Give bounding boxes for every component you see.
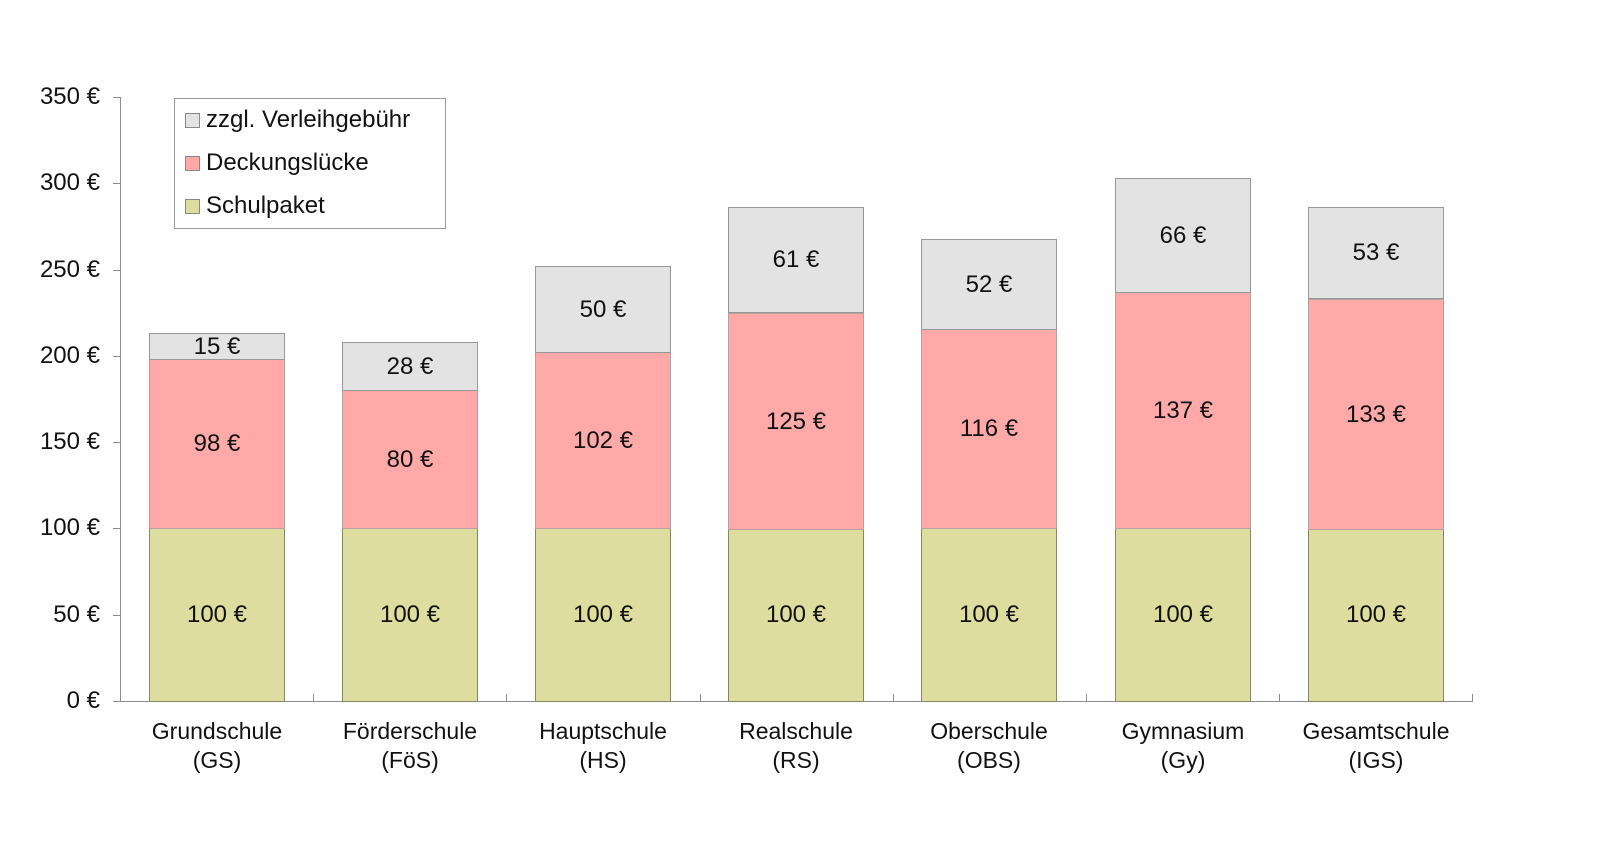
- legend-label: Schulpaket: [206, 192, 325, 219]
- data-label: 100 €: [1152, 601, 1214, 628]
- y-tick: [113, 528, 121, 529]
- data-label: 100 €: [958, 601, 1020, 628]
- category-name: Realschule: [739, 718, 853, 744]
- bar-segment-deckungslücke: 80 €: [342, 390, 478, 529]
- data-label: 66 €: [1159, 221, 1207, 249]
- bar-segment-deckungslücke: 125 €: [728, 313, 864, 530]
- data-label: 53 €: [1352, 239, 1400, 266]
- legend-label: zzgl. Verleihgebühr: [206, 106, 411, 133]
- y-tick-label: 300 €: [39, 169, 100, 196]
- bar-segment-zzgl-verleihgebühr: 61 €: [728, 207, 864, 313]
- bar-segment-zzgl-verleihgebühr: 66 €: [1115, 178, 1251, 293]
- x-category-label: Hauptschule (HS): [503, 717, 703, 775]
- y-tick: [113, 97, 121, 98]
- category-name: Gymnasium: [1121, 718, 1245, 744]
- x-tick: [313, 694, 314, 702]
- bar-segment-zzgl-verleihgebühr: 15 €: [149, 333, 285, 360]
- y-tick: [113, 183, 121, 184]
- x-tick: [1086, 694, 1087, 702]
- y-tick-label: 50 €: [53, 601, 100, 628]
- y-tick: [113, 442, 121, 443]
- legend-swatch-gray: [185, 112, 200, 128]
- data-label: 100 €: [572, 601, 634, 628]
- y-tick: [113, 701, 121, 702]
- data-label: 116 €: [959, 414, 1019, 442]
- x-category-label: Realschule (RS): [696, 717, 896, 775]
- bar-segment-deckungslücke: 98 €: [149, 359, 285, 529]
- category-abbreviation: (Gy): [1160, 747, 1206, 773]
- data-label: 15 €: [193, 332, 241, 360]
- x-category-label: Gymnasium (Gy): [1083, 717, 1283, 775]
- data-label: 28 €: [386, 352, 434, 380]
- data-label: 52 €: [965, 270, 1013, 298]
- data-label: 61 €: [772, 246, 820, 273]
- y-tick-label: 350 €: [39, 83, 100, 110]
- y-tick: [113, 356, 121, 357]
- data-label: 102 €: [572, 426, 634, 454]
- x-tick: [506, 694, 507, 702]
- x-tick: [1279, 694, 1280, 702]
- x-tick: [893, 694, 894, 702]
- x-category-label: Gesamtschule (IGS): [1276, 717, 1476, 775]
- category-abbreviation: (FöS): [381, 747, 439, 773]
- legend-swatch-olive: [185, 198, 200, 214]
- y-tick-label: 200 €: [39, 342, 100, 369]
- x-category-label: Förderschule (FöS): [310, 717, 510, 775]
- bar-segment-schulpaket: 100 €: [921, 528, 1057, 702]
- category-name: Oberschule: [930, 718, 1048, 744]
- x-tick: [700, 694, 701, 702]
- bar-segment-deckungslücke: 133 €: [1308, 299, 1444, 530]
- y-tick: [113, 270, 121, 271]
- category-name: Hauptschule: [539, 718, 667, 744]
- y-tick-label: 250 €: [39, 256, 100, 283]
- y-axis: [120, 97, 121, 702]
- category-name: Gesamtschule: [1302, 718, 1450, 744]
- x-tick: [1472, 694, 1473, 702]
- legend-swatch-pink: [185, 155, 200, 171]
- bar-segment-schulpaket: 100 €: [535, 528, 671, 702]
- category-abbreviation: (GS): [192, 747, 242, 773]
- legend-item-schulpaket: Schulpaket: [185, 191, 325, 221]
- x-category-label: Oberschule (OBS): [889, 717, 1089, 775]
- bar-segment-deckungslücke: 116 €: [921, 328, 1057, 529]
- bar-segment-zzgl-verleihgebühr: 50 €: [535, 266, 671, 353]
- category-abbreviation: (OBS): [957, 747, 1021, 773]
- bar-segment-schulpaket: 100 €: [1308, 528, 1444, 702]
- data-label: 98 €: [193, 430, 241, 457]
- legend-label: Deckungslücke: [206, 149, 369, 176]
- y-tick: [113, 615, 121, 616]
- x-category-label: Grundschule (GS): [117, 717, 317, 775]
- data-label: 100 €: [186, 601, 248, 628]
- bar-segment-deckungslücke: 137 €: [1115, 292, 1251, 529]
- y-tick-label: 0 €: [66, 687, 100, 714]
- data-label: 80 €: [386, 445, 434, 473]
- legend: zzgl. Verleihgebühr Deckungslücke Schulp…: [174, 98, 446, 229]
- bar-segment-zzgl-verleihgebühr: 53 €: [1308, 207, 1444, 299]
- data-label: 133 €: [1345, 400, 1407, 428]
- y-tick-label: 100 €: [39, 514, 100, 541]
- y-tick-label: 150 €: [39, 428, 100, 455]
- data-label: 125 €: [765, 407, 827, 435]
- bar-segment-zzgl-verleihgebühr: 52 €: [921, 239, 1057, 330]
- bar-segment-schulpaket: 100 €: [1115, 528, 1251, 702]
- category-name: Förderschule: [342, 718, 478, 744]
- bar-segment-schulpaket: 100 €: [149, 528, 285, 702]
- category-abbreviation: (RS): [772, 747, 820, 773]
- category-abbreviation: (IGS): [1348, 747, 1404, 773]
- data-label: 137 €: [1152, 396, 1214, 424]
- bar-segment-schulpaket: 100 €: [728, 528, 864, 702]
- bar-segment-zzgl-verleihgebühr: 28 €: [342, 342, 478, 391]
- data-label: 50 €: [579, 295, 627, 323]
- bar-segment-deckungslücke: 102 €: [535, 352, 671, 529]
- category-name: Grundschule: [151, 718, 283, 744]
- data-label: 100 €: [1345, 601, 1407, 628]
- bar-segment-schulpaket: 100 €: [342, 528, 478, 702]
- legend-item-verleihgebuehr: zzgl. Verleihgebühr: [185, 105, 410, 135]
- category-abbreviation: (HS): [579, 747, 627, 773]
- data-label: 100 €: [765, 601, 827, 628]
- legend-item-deckungsluecke: Deckungslücke: [185, 148, 369, 178]
- data-label: 100 €: [379, 601, 441, 628]
